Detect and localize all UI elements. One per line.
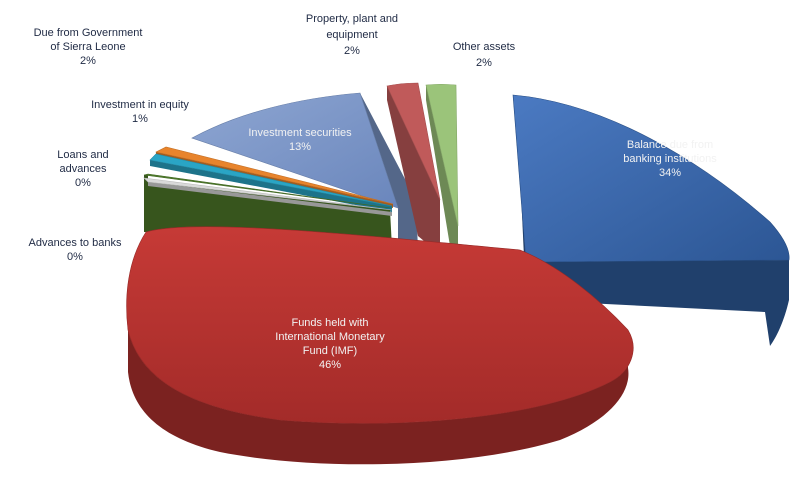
pie-slice-label-4: Loans and advances 0% (57, 149, 108, 189)
pie-slice-side (360, 93, 418, 250)
slice-value-label: 2% (476, 57, 492, 69)
pie-slice-top (512, 94, 790, 263)
slice-value-label: 0% (75, 177, 91, 189)
slice-value-label: 2% (80, 55, 96, 67)
pie-slice-side (387, 86, 440, 246)
slice-value-label: 0% (67, 251, 83, 263)
slice-value-label: 1% (132, 113, 148, 125)
pie-slice-7 (191, 92, 418, 250)
pie-slice-9 (425, 83, 459, 246)
pie-slice-side (526, 260, 789, 346)
slice-value-label: 2% (344, 45, 360, 57)
slice-name-line: equipment (326, 29, 377, 41)
pie-slice-label-6: Due from Government of Sierra Leone 2% (34, 27, 143, 67)
slice-name-line: advances (59, 163, 107, 175)
slice-name-line: Fund (IMF) (303, 345, 357, 357)
pie-slice-top (126, 226, 634, 424)
slice-name-line: Due from Government (34, 27, 143, 39)
pie-slice-side (128, 330, 634, 465)
slice-name-line: Funds held with (291, 317, 368, 329)
slice-value-label: 13% (289, 141, 311, 153)
pie-slice-label-5: Investment in equity 1% (91, 99, 189, 125)
slice-value-label: 34% (659, 167, 681, 179)
pie-slice-side (150, 160, 392, 212)
pie-slice-1 (512, 94, 790, 346)
slice-name-line: Balance due from (627, 139, 713, 151)
pie-slice-side (148, 182, 392, 216)
slice-name-line: of Sierra Leone (50, 41, 125, 53)
pie-slice-label-9: Other assets 2% (453, 41, 516, 69)
slice-name-line: Investment in equity (91, 99, 189, 111)
pie-slice-8 (386, 82, 441, 246)
slice-name-line: Property, plant and (306, 13, 398, 25)
pie-slice-top (155, 146, 394, 205)
slice-name-line: International Monetary (275, 331, 385, 343)
slice-name-line: Other assets (453, 41, 516, 53)
pie-slice-top (191, 92, 399, 209)
pie-slice-side (426, 85, 458, 246)
pie-slice-label-7: Investment securities 13% (248, 127, 352, 153)
pie-slice-top (425, 83, 459, 227)
pie-slice-label-2: Funds held with International Monetary Fun… (275, 317, 385, 371)
pie-slice-label-3: Advances to banks 0% (29, 237, 122, 263)
pie-slice-label-8: Property, plant and equipment 2% (306, 13, 398, 57)
pie-slice-top (149, 153, 393, 207)
pie-slice-top (143, 177, 393, 211)
slice-name-line: Advances to banks (29, 237, 122, 249)
pie-slice-5 (149, 153, 393, 212)
slice-name-line: banking institutions (623, 153, 717, 165)
pie-slice-top (143, 173, 391, 209)
slice-name-line: Investment securities (248, 127, 352, 139)
slice-name-line: Loans and (57, 149, 108, 161)
slice-value-label: 46% (319, 359, 341, 371)
pie-slice-2 (126, 226, 634, 465)
pie-slice-top (386, 82, 441, 201)
pie-slice-3 (143, 177, 393, 216)
pie-slice-label-1: Balance due from banking institutions 34% (623, 139, 717, 179)
